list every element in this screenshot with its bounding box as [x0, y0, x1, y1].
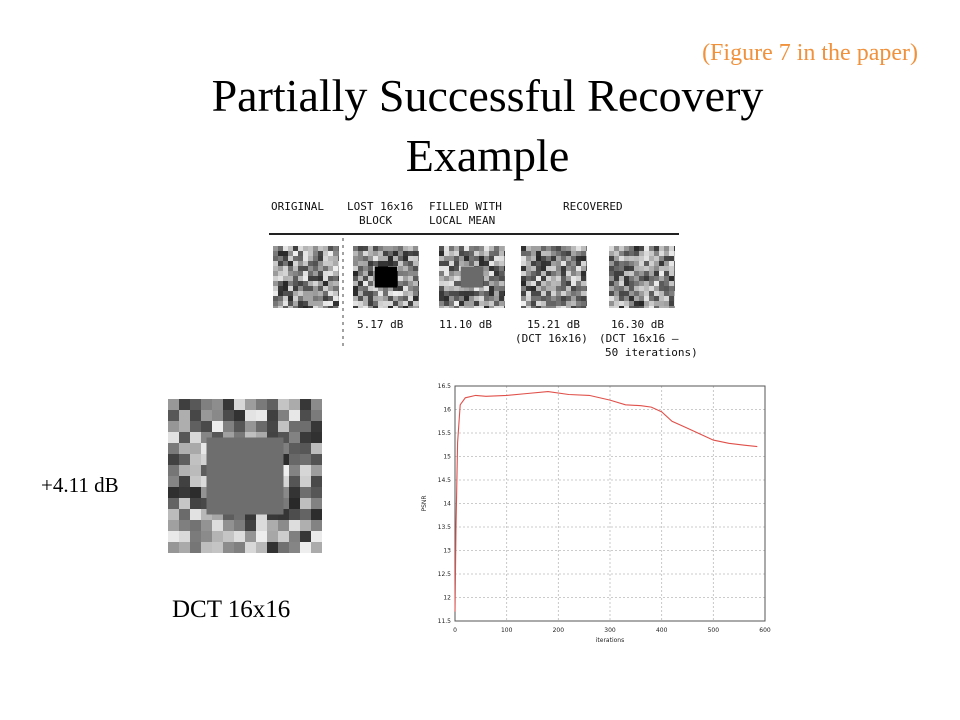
y-tick-label: 15.5 [438, 430, 452, 437]
header-lost: LOST 16x16 [347, 200, 414, 213]
y-tick-label: 14.5 [438, 477, 452, 484]
x-tick-label: 0 [453, 627, 457, 634]
figure-rules [269, 233, 679, 346]
texture-image [273, 246, 339, 308]
paper-figure: ORIGINAL LOST 16x16 BLOCK FILLED WITH LO… [265, 196, 705, 366]
texture-image [521, 246, 587, 308]
caption-lost: 5.17 dB [357, 318, 404, 331]
title-line-1: Partially Successful Recovery [211, 70, 764, 121]
psnr-chart: 0 100 200 300 400 500 600 11.5 12 12.5 13 13.5 14 14.… [410, 378, 780, 648]
texture-image [439, 246, 505, 308]
y-tick-label: 14 [443, 501, 451, 508]
y-tick-label: 12.5 [438, 571, 452, 578]
texture-image [353, 246, 419, 308]
thumb-original [273, 246, 339, 308]
y-tick-label: 16.5 [438, 383, 452, 390]
missing-block [460, 266, 484, 288]
x-tick-label: 300 [604, 627, 616, 634]
method-label: DCT 16x16 [172, 596, 291, 623]
thumb-recovered-2 [609, 246, 675, 308]
figure-reference: (Figure 7 in the paper) [702, 40, 918, 66]
x-axis-label: iterations [596, 637, 624, 644]
y-axis-label: PSNR [421, 495, 428, 511]
thumb-filled [439, 246, 505, 308]
x-tick-label: 400 [656, 627, 668, 634]
header-recovered: RECOVERED [563, 200, 623, 213]
chart-svg: 0 100 200 300 400 500 600 11.5 12 12.5 13 13.5 14 14.… [421, 383, 771, 644]
y-tick-label: 13.5 [438, 524, 452, 531]
caption-recovered-2-iterations: 50 iterations) [605, 346, 698, 359]
title-line-2: Example [405, 130, 570, 181]
y-tick-label: 15 [443, 454, 451, 461]
missing-block [206, 437, 284, 515]
y-tick-label: 12 [443, 595, 451, 602]
missing-block [374, 266, 398, 288]
thumb-recovered-1 [521, 246, 587, 308]
thumb-lost-block [353, 246, 419, 308]
psnr-series-line [454, 391, 758, 612]
caption-recovered-1: 15.21 dB [527, 318, 580, 331]
x-tick-label: 600 [759, 627, 771, 634]
header-original: ORIGINAL [271, 200, 324, 213]
x-tick-label: 200 [553, 627, 565, 634]
slide-title: Partially Successful Recovery Example [0, 66, 960, 186]
header-filled: FILLED WITH [429, 200, 502, 213]
caption-filled: 11.10 dB [439, 318, 492, 331]
y-tick-label: 16 [443, 407, 451, 414]
header-lost-block: BLOCK [359, 214, 393, 227]
caption-recovered-2-method: (DCT 16x16 – [599, 332, 679, 345]
recovered-closeup [168, 399, 322, 553]
x-tick-label: 500 [708, 627, 720, 634]
x-tick-label: 100 [501, 627, 513, 634]
texture-image [609, 246, 675, 308]
header-local-mean: LOCAL MEAN [429, 214, 496, 227]
y-tick-label: 13 [443, 548, 451, 555]
closeup-image [168, 399, 322, 553]
plot-frame [454, 385, 766, 622]
gain-label: +4.11 dB [41, 473, 119, 497]
caption-recovered-2: 16.30 dB [611, 318, 664, 331]
y-tick-label: 11.5 [438, 618, 452, 625]
caption-recovered-1-method: (DCT 16x16) [515, 332, 588, 345]
